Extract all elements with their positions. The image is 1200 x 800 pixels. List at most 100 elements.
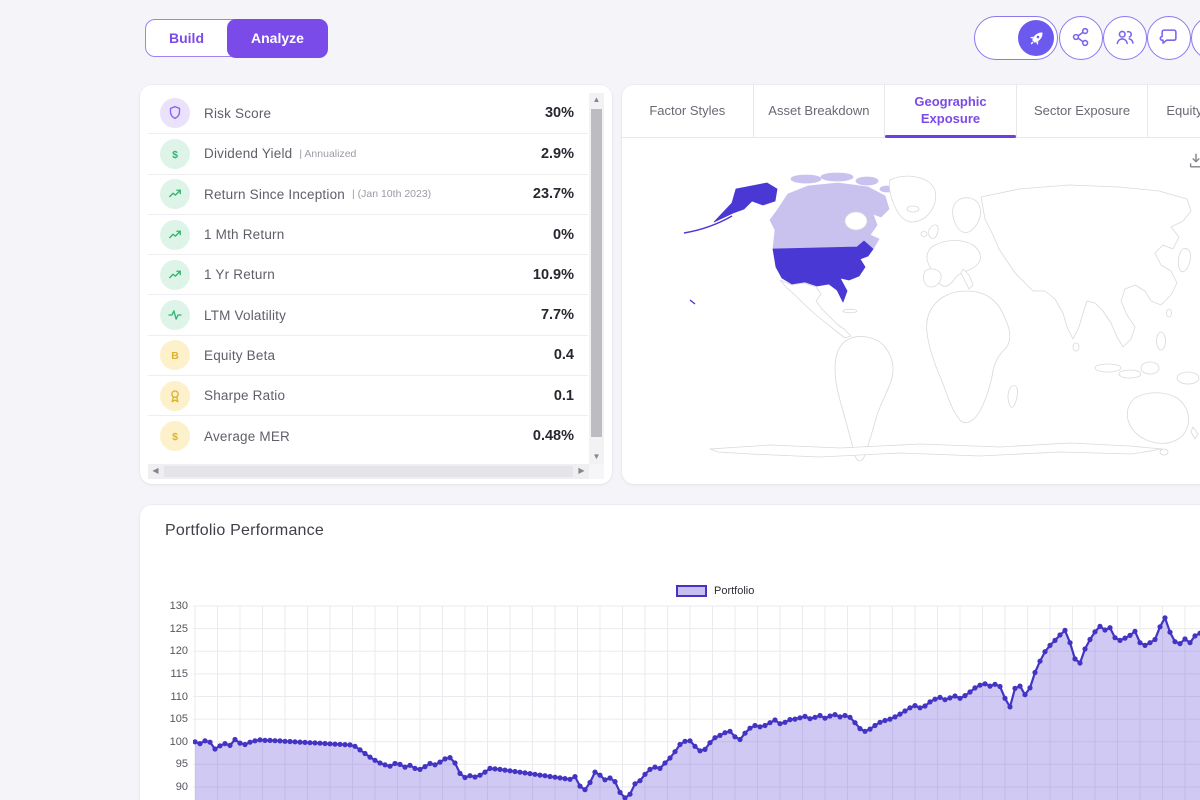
comments-button[interactable] [1147,16,1191,60]
metric-row: LTM Volatility 7.7% [148,294,588,334]
scroll-right-arrow[interactable]: ▶ [578,466,585,475]
y-axis-tick: 115 [170,667,188,680]
tab-equity-exposure[interactable]: Equity Exposure [1148,85,1200,137]
vertical-scroll-thumb[interactable] [591,109,602,437]
island-madagascar [1007,385,1018,408]
region-italy [960,268,974,290]
active-tab-underline [885,135,1016,138]
y-axis-tick: 125 [169,622,188,635]
arctic-island [855,176,879,186]
rocket-icon [1018,20,1054,56]
svg-text:$: $ [172,431,178,443]
metric-row: B Equity Beta 0.4 [148,334,588,375]
metric-label: Average MER [204,428,290,444]
metric-value: 0.4 [553,347,574,364]
tab-asset-breakdown[interactable]: Asset Breakdown [754,85,886,137]
island-sumatra [1094,363,1122,373]
metrics-list: Risk Score 30% $ Dividend Yield | Annualized… [148,93,588,456]
arctic-island [790,174,822,184]
metric-label: Equity Beta [204,347,276,363]
y-axis-tick: 120 [169,645,188,658]
y-axis-tick: 95 [175,758,188,771]
rocket-toggle[interactable] [974,16,1058,60]
continent-africa [926,290,1011,423]
build-button[interactable]: Build [146,20,227,56]
metric-row: $ Dividend Yield | Annualized 2.9% [148,133,588,173]
metric-value: 10.9% [532,266,574,283]
island-tasmania [1159,448,1169,456]
pulse-icon [160,300,190,331]
chart-legend[interactable]: Portfolio [676,585,754,597]
trend-up-icon [160,219,190,250]
island-new-guinea [1176,371,1200,385]
svg-text:$: $ [172,149,178,161]
horizontal-scrollbar[interactable]: ◀ ▶ [148,464,589,479]
performance-chart [193,605,1200,800]
legend-swatch [676,585,707,597]
chart-title: Portfolio Performance [165,522,324,539]
metric-value: 0.1 [553,387,574,404]
chat-icon [1158,26,1180,51]
metric-row: Return Since Inception | (Jan 10th 2023) 2… [148,173,588,214]
arctic-island [843,184,861,192]
metric-value: 2.9% [540,145,574,162]
island-sri-lanka [1072,342,1080,352]
beta-icon: B [160,340,190,371]
download-button[interactable] [1180,147,1200,177]
members-button[interactable] [1103,16,1147,60]
metric-sublabel: | Annualized [299,147,357,160]
island-borneo [1140,361,1160,375]
dollar-icon: $ [160,138,190,169]
shield-icon [160,98,190,129]
metric-label: Sharpe Ratio [204,388,286,404]
country-uk [927,224,939,239]
metric-row: $ Average MER 0.48% [148,415,588,455]
metric-label: Dividend Yield [204,146,293,162]
metric-row: Risk Score 30% [148,93,588,133]
country-greenland [889,175,937,223]
analyze-button[interactable]: Analyze [227,18,328,58]
scrollbar-corner [589,464,604,479]
metric-label: Risk Score [204,105,272,121]
vertical-scrollbar[interactable]: ▲ ▼ [589,93,604,464]
share-button[interactable] [1059,16,1103,60]
continent-south-america [834,336,894,462]
region-hawaii [689,299,696,305]
country-new-zealand [1190,426,1199,440]
scroll-down-arrow[interactable]: ▼ [592,452,601,461]
trend-up-icon [160,259,190,290]
metric-value: 30% [544,105,574,122]
trend-up-icon [160,179,190,210]
y-axis-tick: 90 [175,781,188,793]
svg-text:B: B [171,350,179,362]
island-iceland [906,205,920,213]
island-taiwan [1166,308,1172,318]
tab-factor-styles[interactable]: Factor Styles [622,85,754,137]
metric-value: 7.7% [540,307,574,324]
y-axis-tick: 100 [169,735,188,748]
more-button[interactable] [1191,16,1200,60]
metric-label: 1 Mth Return [204,227,285,243]
country-canada[interactable] [769,182,890,250]
share-icon [1070,26,1092,51]
metric-label: LTM Volatility [204,307,287,323]
world-map[interactable] [640,172,1200,462]
scroll-up-arrow[interactable]: ▲ [592,95,601,104]
horizontal-scroll-thumb[interactable] [164,466,573,477]
metric-row: Sharpe Ratio 0.1 [148,375,588,415]
country-united-states[interactable] [772,240,874,303]
region-alaska[interactable] [713,182,778,223]
region-scandinavia [952,197,981,233]
metrics-panel: Risk Score 30% $ Dividend Yield | Annualized… [140,85,612,484]
exposure-panel: Factor Styles Asset Breakdown Geographic E… [622,85,1200,484]
metric-sublabel: | (Jan 10th 2023) [351,188,432,201]
island-ireland [920,231,928,237]
exposure-tabs: Factor Styles Asset Breakdown Geographic E… [622,85,1200,138]
tab-sector-exposure[interactable]: Sector Exposure [1017,85,1149,137]
continent-antarctica [709,442,1163,458]
tab-geographic-exposure[interactable]: Geographic Exposure [885,85,1017,138]
scroll-left-arrow[interactable]: ◀ [152,466,159,475]
metric-label: 1 Yr Return [204,267,275,283]
region-iberia [923,268,942,288]
